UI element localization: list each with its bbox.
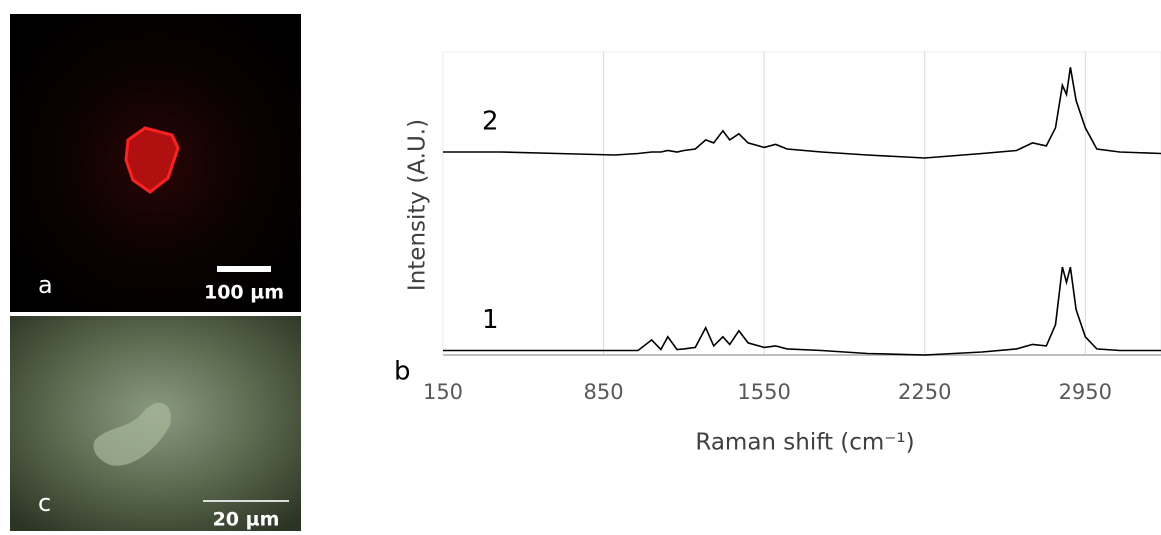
spectrum-line: [443, 67, 1161, 159]
spectrum-line: [443, 266, 1161, 356]
panel-c: c 20 µm: [10, 316, 301, 531]
chart: b Raman shift (cm⁻¹) Intensity (A.U.) 15…: [394, 51, 1161, 456]
x-tick-label: 1550: [737, 380, 790, 404]
particle: [124, 126, 180, 194]
plot-area: [442, 51, 1161, 356]
x-tick-label: 2250: [898, 380, 951, 404]
x-tick-label: 850: [584, 380, 624, 404]
panel-label: a: [38, 271, 53, 299]
y-axis-title: Intensity (A.U.): [405, 119, 431, 291]
panel-label: c: [38, 489, 51, 517]
panel-label: b: [394, 357, 411, 387]
panel-a: a 100 µm: [10, 14, 301, 312]
series-label: 2: [482, 106, 499, 136]
particle: [93, 402, 171, 466]
x-tick-label: 150: [423, 380, 463, 404]
scale-bar: [203, 500, 289, 502]
scale-label: 20 µm: [213, 509, 280, 531]
scale-label: 100 µm: [204, 282, 284, 304]
x-tick-label: 2950: [1059, 380, 1112, 404]
x-axis-title: Raman shift (cm⁻¹): [695, 430, 914, 456]
series-label: 1: [482, 305, 499, 335]
scale-bar: [217, 266, 271, 272]
